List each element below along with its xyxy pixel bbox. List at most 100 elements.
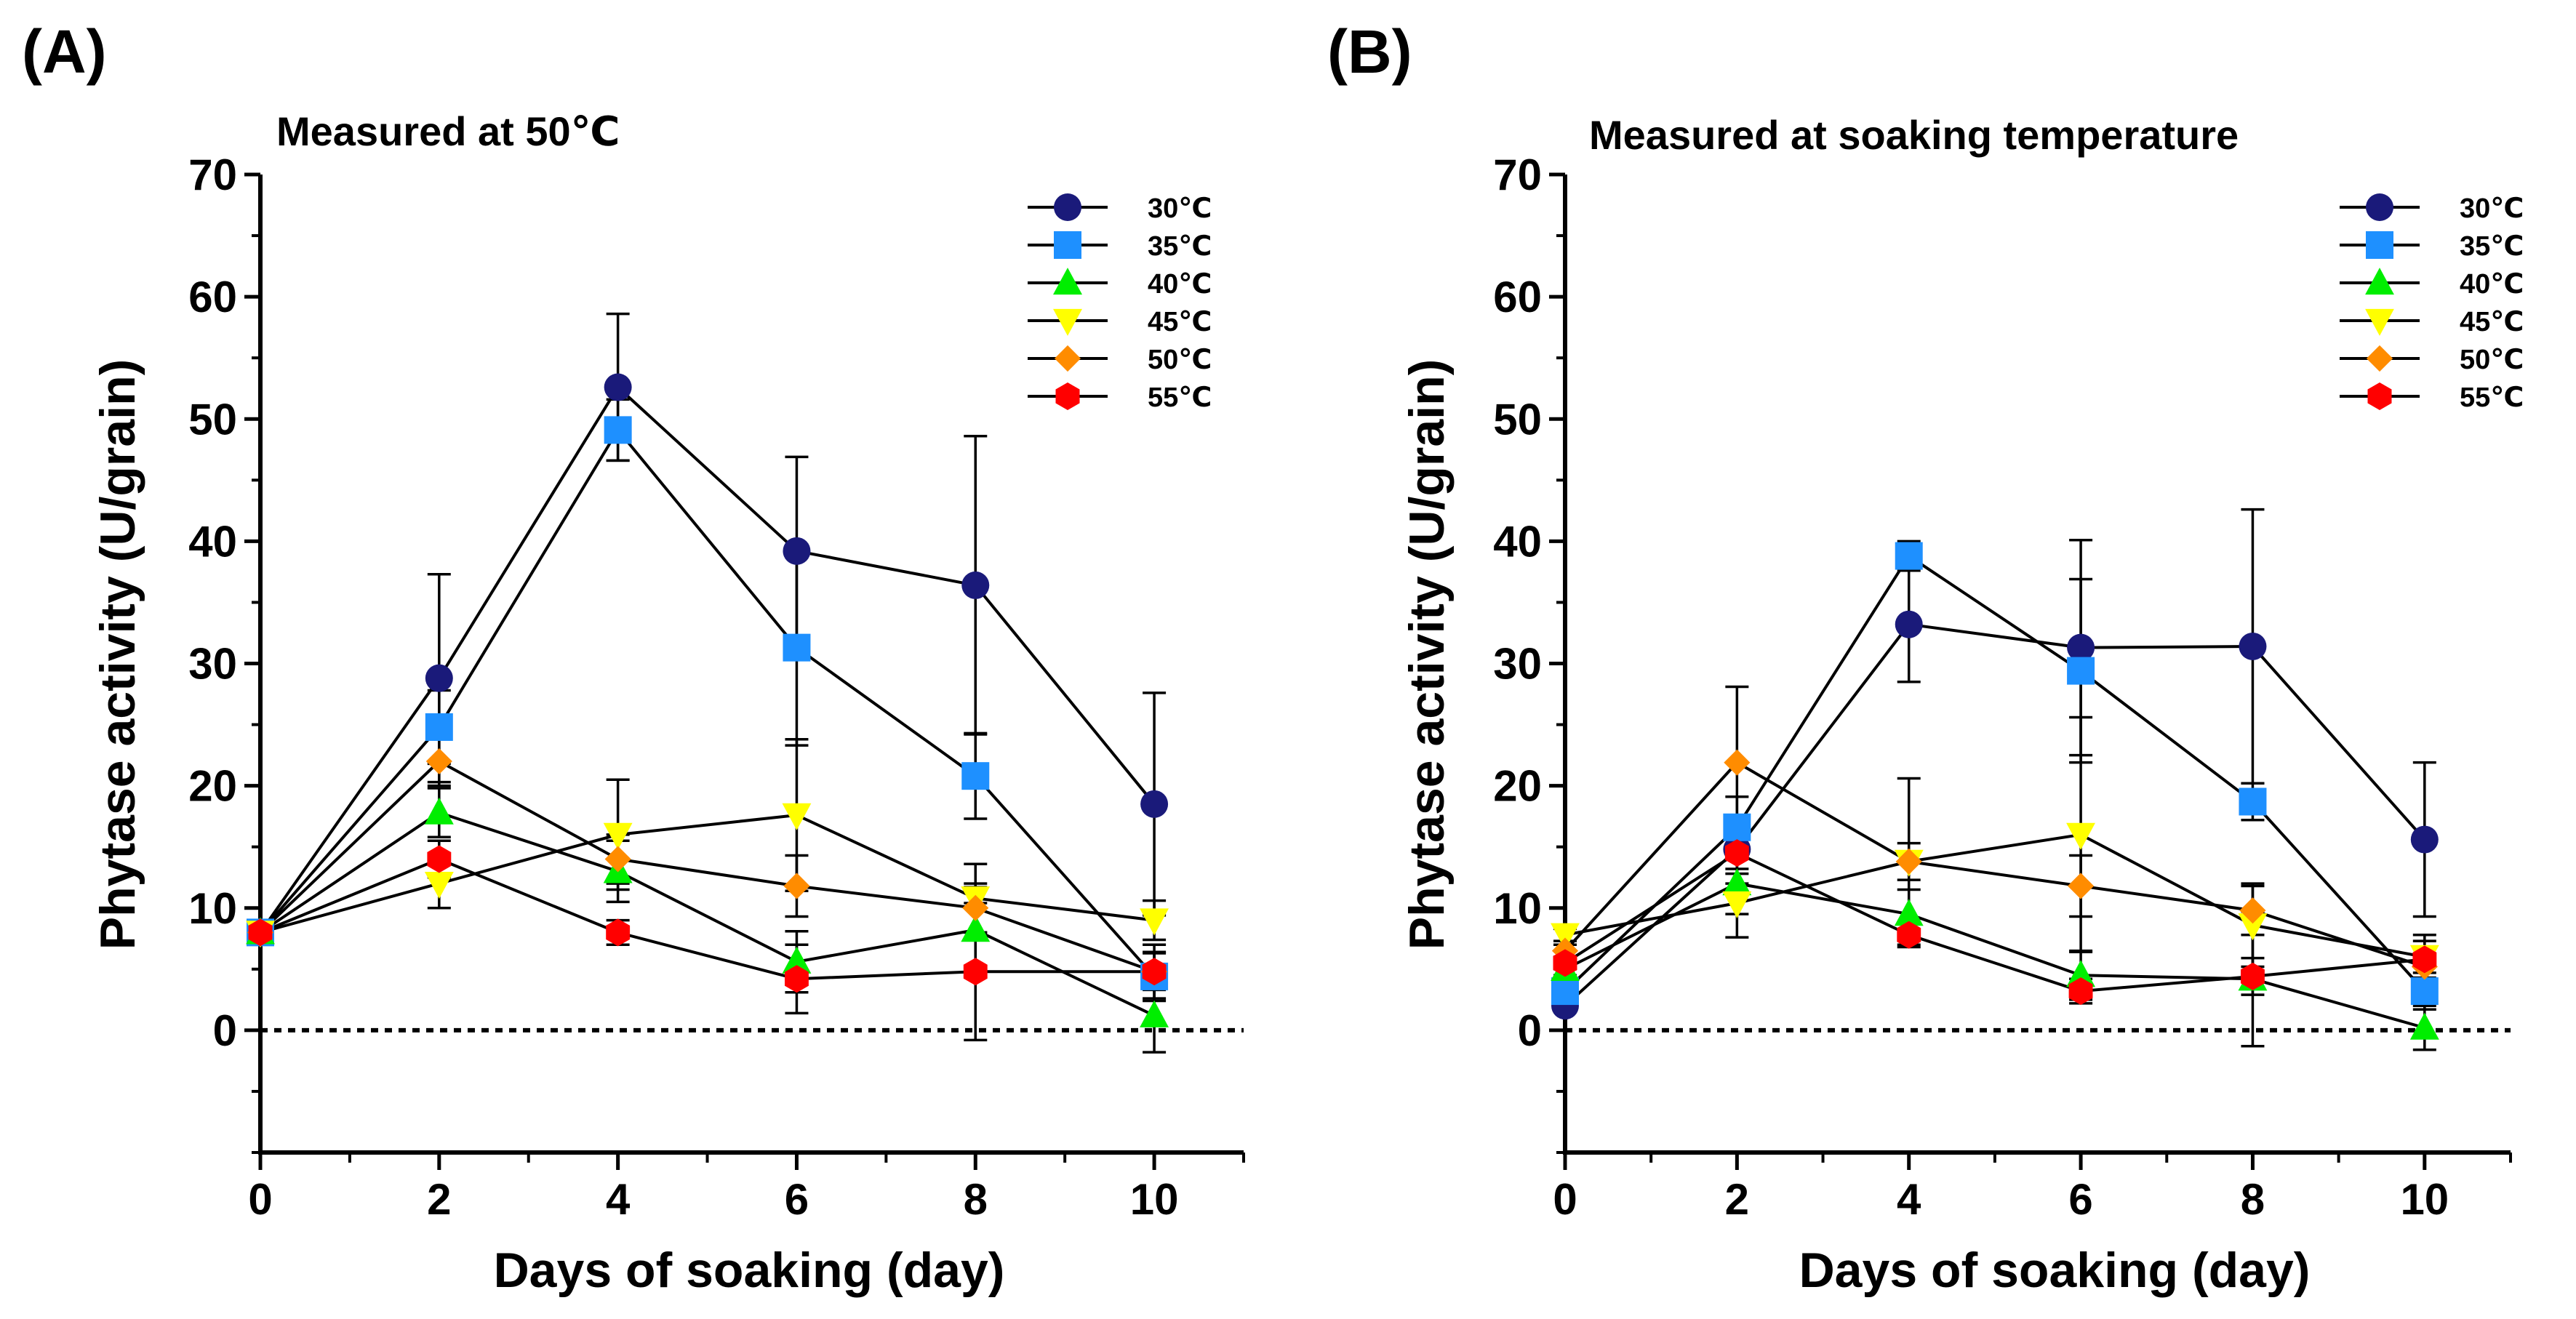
- legend-label-b-5: 55℃: [2460, 382, 2524, 413]
- data-point-b-1-0: [1551, 977, 1579, 1006]
- data-point-a-3-3: [782, 803, 812, 830]
- series-line-a-5: [260, 857, 1155, 981]
- data-point-b-5-1: [1724, 839, 1749, 867]
- y-tick-label-a-10: 10: [188, 884, 237, 933]
- data-point-b-4-3: [2068, 873, 2095, 899]
- legend-label-b-2: 40℃: [2460, 269, 2524, 300]
- data-point-a-5-0: [248, 918, 273, 947]
- legend-label-a-1: 35℃: [1148, 231, 1212, 262]
- data-point-b-1-5: [2410, 977, 2439, 1006]
- data-point-a-5-5: [1142, 958, 1167, 986]
- legend-marker-a-3: [1053, 308, 1082, 336]
- data-point-a-1-4: [961, 762, 990, 790]
- chart-title-b: Measured at soaking temperature: [1589, 112, 2239, 158]
- data-point-a-5-1: [427, 845, 452, 873]
- data-point-a-5-2: [606, 918, 631, 947]
- y-axis-title-a: Phytase activity (U/grain): [90, 359, 145, 950]
- data-point-a-2-1: [424, 797, 454, 825]
- data-point-b-0-2: [1895, 610, 1923, 638]
- series-line-b-5: [1564, 851, 2425, 993]
- chart-title-a: Measured at 50℃: [276, 108, 620, 154]
- series-line-a-4: [259, 759, 1155, 974]
- y-tick-label-a-20: 20: [188, 762, 237, 811]
- legend-marker-b-0: [2366, 193, 2393, 221]
- data-point-a-0-5: [1140, 790, 1169, 818]
- x-axis-title-a: Days of soaking (day): [494, 1243, 1005, 1298]
- data-point-a-1-1: [425, 713, 453, 741]
- data-point-b-4-4: [2239, 897, 2266, 924]
- data-point-b-2-2: [1894, 899, 1924, 926]
- data-point-b-1-4: [2239, 787, 2267, 816]
- data-point-b-0-5: [2410, 825, 2439, 854]
- series-line-b-4: [1564, 761, 2425, 969]
- y-tick-label-b-30: 30: [1493, 640, 1542, 689]
- data-point-b-4-2: [1895, 848, 1922, 875]
- legend-label-a-3: 45℃: [1148, 307, 1212, 337]
- data-point-a-3-1: [424, 872, 454, 899]
- data-point-a-2-4: [961, 915, 991, 942]
- series-line-b-2: [1564, 882, 2425, 1030]
- data-point-b-1-3: [2067, 657, 2095, 685]
- legend-marker-a-5: [1055, 382, 1080, 410]
- y-tick-label-b-0: 0: [1518, 1006, 1542, 1055]
- y-tick-label-b-20: 20: [1493, 762, 1542, 811]
- panel-label-a: (A): [22, 17, 107, 86]
- series-line-a-0: [259, 385, 1156, 934]
- data-point-a-5-4: [963, 958, 988, 986]
- x-tick-label-a-10: 10: [1130, 1175, 1179, 1224]
- plot-area-a: 0 10 20 30 40 50 60 70 0 2 4 6 8 10 30℃ 35℃ 40℃ 45℃ 50℃ 55℃: [188, 151, 1245, 1224]
- y-tick-label-a-70: 70: [188, 151, 237, 199]
- x-tick-label-b-4: 4: [1897, 1175, 1921, 1224]
- data-point-b-5-5: [2412, 945, 2437, 974]
- legend-marker-a-2: [1053, 268, 1082, 295]
- y-tick-label-a-40: 40: [188, 517, 237, 566]
- data-point-b-1-1: [1723, 813, 1751, 841]
- data-point-a-4-1: [425, 748, 452, 774]
- x-tick-label-b-2: 2: [1725, 1175, 1749, 1224]
- legend-marker-b-5: [2367, 382, 2392, 410]
- data-point-a-0-2: [604, 373, 632, 401]
- y-axis-title-b: Phytase activity (U/grain): [1399, 359, 1455, 950]
- data-point-a-3-2: [603, 822, 633, 850]
- data-point-b-0-4: [2239, 632, 2267, 660]
- series-line-b-1: [1564, 553, 2426, 993]
- data-point-a-0-3: [783, 537, 811, 565]
- data-point-b-5-0: [1553, 949, 1577, 977]
- plot-area-b: 0 10 20 30 40 50 60 70 0 2 4 6 8 10 30℃ 35℃ 40℃ 45℃ 50℃ 55℃: [1493, 151, 2524, 1224]
- legend-marker-a-4: [1055, 345, 1081, 372]
- y-tick-label-a-60: 60: [188, 273, 237, 321]
- data-point-b-3-3: [2066, 822, 2095, 850]
- x-tick-label-a-4: 4: [606, 1175, 631, 1224]
- legend-label-a-4: 50℃: [1148, 345, 1212, 375]
- y-tick-label-b-40: 40: [1493, 517, 1542, 566]
- series-line-a-3: [260, 813, 1155, 934]
- legend-label-b-3: 45℃: [2460, 307, 2524, 337]
- x-tick-label-a-8: 8: [964, 1175, 988, 1224]
- data-point-a-4-3: [783, 873, 810, 899]
- legend-label-b-1: 35℃: [2460, 231, 2524, 262]
- y-tick-label-b-60: 60: [1493, 273, 1542, 321]
- y-tick-label-b-70: 70: [1493, 151, 1542, 199]
- data-point-a-2-5: [1140, 1000, 1169, 1027]
- data-point-b-1-2: [1895, 542, 1923, 570]
- y-tick-label-b-10: 10: [1493, 884, 1542, 933]
- x-tick-label-a-6: 6: [785, 1175, 809, 1224]
- data-point-a-3-5: [1140, 908, 1169, 936]
- legend-label-a-0: 30℃: [1148, 193, 1212, 224]
- data-point-a-2-3: [782, 946, 812, 974]
- y-tick-label-a-30: 30: [188, 640, 237, 689]
- data-point-b-0-3: [2067, 633, 2095, 662]
- data-point-a-5-3: [785, 965, 809, 993]
- data-point-b-5-4: [2241, 962, 2265, 990]
- data-point-b-2-3: [2066, 960, 2095, 987]
- data-point-b-3-4: [2238, 913, 2268, 941]
- data-point-a-4-4: [962, 894, 989, 921]
- data-point-b-5-3: [2068, 977, 2093, 1006]
- series-line-a-1: [259, 427, 1156, 978]
- legend-marker-a-1: [1054, 231, 1081, 259]
- legend-marker-b-3: [2365, 308, 2394, 336]
- series-line-b-0: [1564, 622, 2426, 1007]
- chart-panel-b: (B) Measured at soaking temperature Days…: [1327, 17, 2524, 1298]
- x-tick-label-b-10: 10: [2400, 1175, 2449, 1224]
